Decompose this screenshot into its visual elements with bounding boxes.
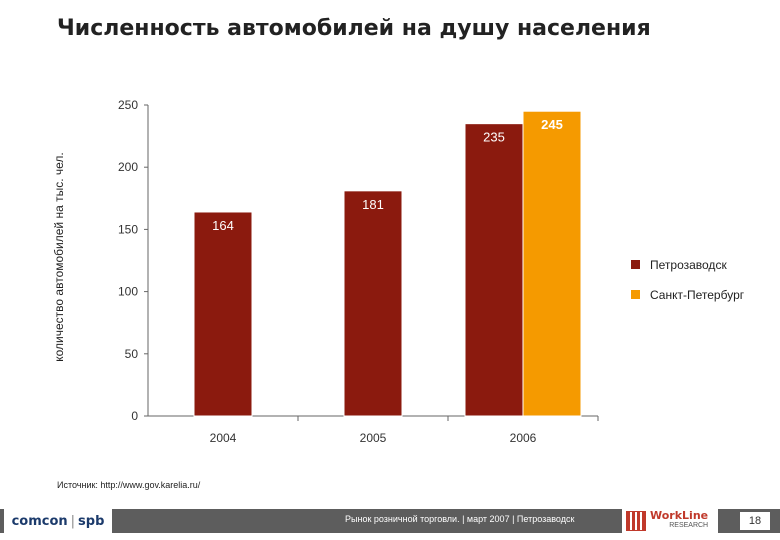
x-tick-label: 2004 — [210, 431, 237, 445]
y-tick-label: 100 — [118, 285, 138, 299]
workline-mark-icon — [626, 511, 646, 531]
legend-swatch — [631, 290, 640, 299]
y-axis-label: количество автомобилей на тыс. чел. — [52, 152, 66, 362]
source-note: Источник: http://www.gov.karelia.ru/ — [57, 480, 201, 490]
y-tick-label: 50 — [125, 347, 139, 361]
bar-2006-series-2 — [522, 110, 582, 417]
page-number: 18 — [740, 512, 770, 530]
bar-value-label: 245 — [541, 117, 563, 132]
x-tick-label: 2005 — [360, 431, 387, 445]
legend-label: Санкт-Петербург — [650, 288, 745, 302]
page-title: Численность автомобилей на душу населени… — [57, 16, 651, 41]
y-tick-label: 200 — [118, 160, 138, 174]
comcon-logo-text: comcon — [11, 513, 68, 529]
legend-swatch — [631, 260, 640, 269]
x-tick-label: 2006 — [510, 431, 537, 445]
bar-2004-series-1 — [193, 211, 253, 417]
workline-logo-text: WorkLine — [650, 509, 709, 522]
comcon-logo: comcon | spb — [4, 509, 112, 533]
footer-caption: Рынок розничной торговли. | март 2007 | … — [345, 514, 575, 524]
bar-value-label: 164 — [212, 218, 234, 233]
spb-logo-text: spb — [78, 513, 105, 529]
bar-chart: 0 50 100 150 200 250 164 181 235 245 2004 2005 200… — [52, 98, 745, 445]
bar-value-label: 235 — [483, 130, 505, 145]
bar-2005-series-1 — [343, 190, 403, 417]
bar-2006-series-1 — [464, 123, 524, 417]
workline-logo: WorkLine RESEARCH — [622, 509, 718, 533]
legend-label: Петрозаводск — [650, 258, 727, 272]
bar-value-label: 181 — [362, 197, 384, 212]
y-tick-label: 250 — [118, 98, 138, 112]
y-tick-label: 150 — [118, 222, 138, 236]
y-tick-label: 0 — [131, 409, 138, 423]
workline-research-text: RESEARCH — [669, 522, 709, 529]
